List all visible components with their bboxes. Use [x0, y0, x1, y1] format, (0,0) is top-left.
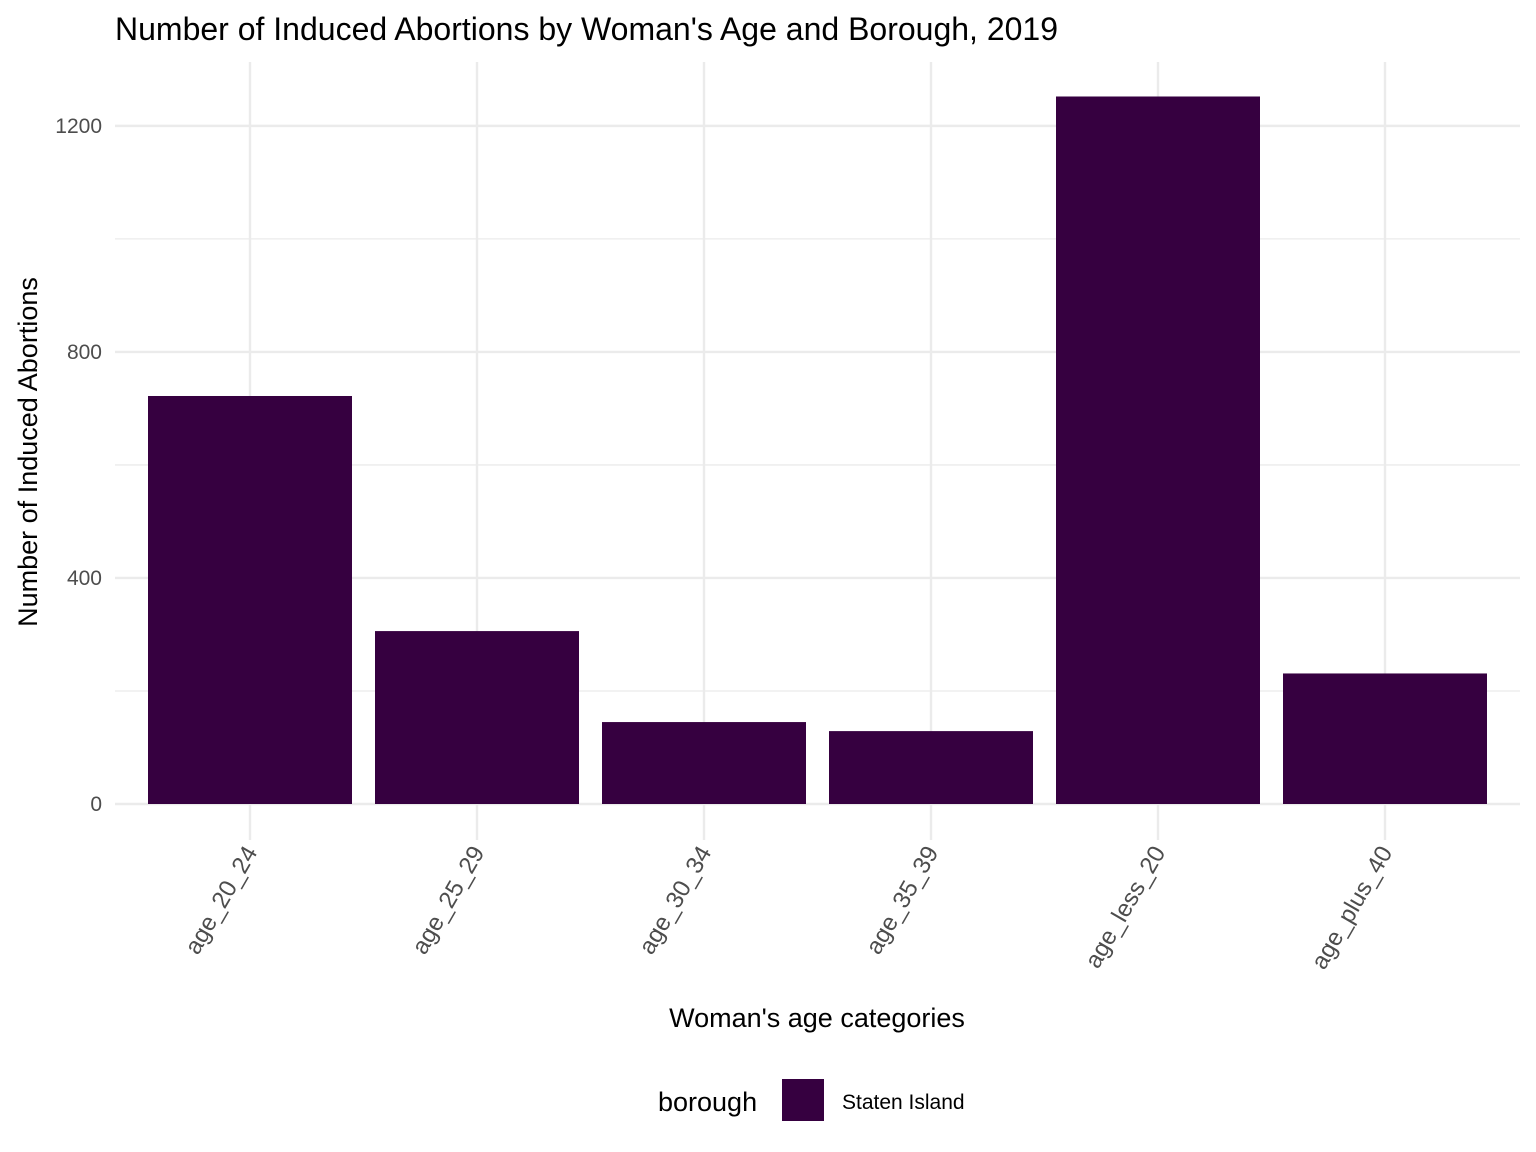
legend-label-staten-island: Staten Island — [842, 1091, 965, 1114]
bars — [148, 96, 1487, 804]
x-axis-title: Woman's age categories — [669, 1003, 965, 1033]
legend: borough Staten Island — [658, 1079, 965, 1121]
bar-age_less_20 — [1056, 96, 1260, 804]
bar-age_35_39 — [829, 731, 1033, 804]
bar-age_25_29 — [375, 631, 579, 804]
y-tick-label: 0 — [90, 793, 102, 816]
bar-age_20_24 — [148, 395, 352, 804]
bar-age_30_34 — [602, 722, 806, 804]
grid-lines — [115, 62, 1520, 840]
bar-age_plus_40 — [1283, 673, 1487, 804]
y-axis-ticks: 0 400 800 1200 — [55, 115, 102, 816]
y-tick-label: 800 — [67, 341, 102, 364]
y-tick-label: 400 — [67, 567, 102, 590]
legend-title: borough — [658, 1087, 757, 1117]
y-tick-label: 1200 — [55, 115, 102, 138]
y-axis-title: Number of Induced Abortions — [13, 277, 43, 627]
legend-key-staten-island — [782, 1079, 824, 1121]
chart-title: Number of Induced Abortions by Woman's A… — [115, 11, 1058, 47]
